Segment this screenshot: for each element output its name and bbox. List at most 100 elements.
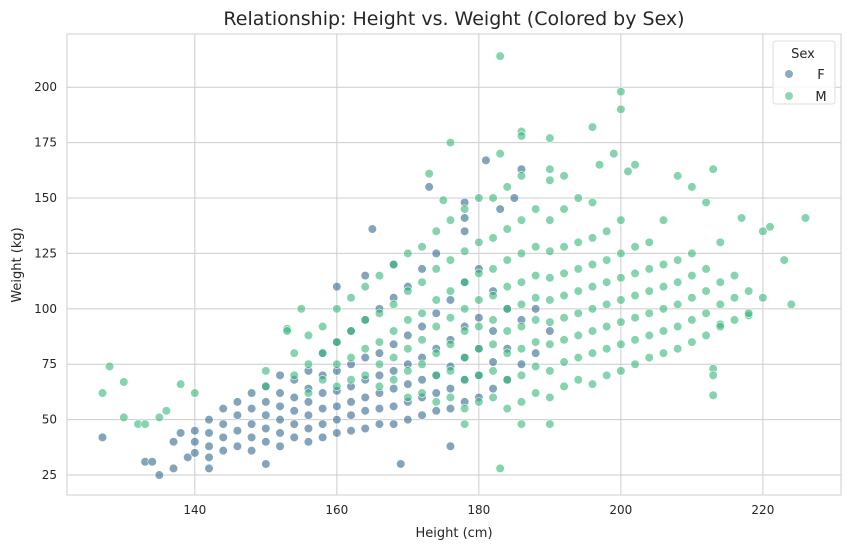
data-point-m	[673, 344, 683, 354]
data-point-f	[403, 379, 413, 389]
data-point-m	[531, 315, 541, 325]
data-point-m	[616, 317, 626, 327]
data-point-f	[232, 426, 243, 436]
data-point-f	[147, 457, 157, 467]
data-point-f	[261, 410, 271, 420]
data-point-m	[736, 213, 747, 223]
data-point-f	[417, 375, 427, 385]
data-point-m	[190, 388, 200, 398]
data-point-m	[318, 348, 328, 358]
data-point-m	[438, 195, 448, 205]
data-point-f	[431, 308, 441, 318]
data-point-m	[729, 293, 740, 303]
data-point-m	[545, 317, 555, 327]
data-point-m	[587, 379, 598, 389]
data-point-m	[417, 242, 427, 252]
data-point-f	[424, 182, 434, 192]
data-point-f	[204, 463, 214, 474]
data-point-m	[559, 204, 569, 214]
legend-title: Sex	[791, 47, 815, 62]
data-point-m	[559, 290, 569, 301]
data-point-m	[389, 375, 399, 385]
data-point-m	[460, 419, 470, 429]
data-point-m	[687, 248, 697, 259]
data-point-f	[431, 248, 441, 259]
data-point-f	[183, 452, 193, 462]
legend-label-f: F	[817, 68, 824, 83]
data-point-f	[396, 459, 406, 469]
data-point-m	[460, 375, 470, 385]
data-point-m	[516, 370, 527, 380]
data-point-f	[374, 370, 385, 380]
x-tick-label: 220	[751, 503, 774, 517]
data-point-f	[481, 155, 491, 165]
data-point-m	[602, 344, 612, 354]
data-point-f	[247, 419, 257, 429]
data-point-f	[417, 264, 427, 274]
data-point-f	[417, 321, 427, 332]
data-point-m	[531, 361, 541, 372]
data-point-m	[460, 246, 470, 256]
data-point-m	[609, 149, 619, 159]
data-point-f	[303, 410, 314, 420]
data-point-m	[545, 215, 555, 225]
data-point-m	[445, 339, 456, 349]
data-point-f	[318, 432, 328, 442]
data-point-m	[545, 164, 555, 174]
data-point-f	[232, 441, 243, 451]
data-point-m	[715, 277, 725, 287]
data-point-m	[531, 337, 541, 347]
data-point-m	[623, 166, 633, 177]
data-point-m	[431, 321, 441, 332]
data-point-m	[630, 313, 640, 323]
data-point-m	[374, 308, 385, 318]
data-point-m	[545, 246, 555, 256]
data-point-f	[232, 410, 243, 420]
data-point-m	[303, 330, 314, 341]
data-point-m	[673, 277, 683, 287]
data-point-f	[289, 406, 299, 416]
data-point-f	[289, 432, 299, 442]
data-point-f	[389, 401, 399, 411]
data-point-m	[389, 259, 399, 270]
data-point-m	[687, 182, 697, 192]
data-point-m	[701, 197, 711, 208]
data-point-f	[403, 330, 413, 341]
legend-box	[772, 40, 836, 105]
data-point-m	[445, 313, 456, 323]
data-point-m	[602, 299, 612, 309]
data-point-m	[431, 370, 441, 380]
data-point-m	[495, 463, 505, 474]
data-point-m	[616, 366, 626, 376]
data-point-m	[602, 370, 612, 380]
data-point-m	[495, 149, 505, 159]
data-point-m	[758, 293, 768, 303]
data-point-m	[431, 397, 441, 407]
data-point-f	[303, 437, 314, 447]
data-point-m	[545, 339, 555, 349]
data-point-m	[559, 335, 569, 345]
data-point-m	[502, 182, 512, 192]
data-point-m	[516, 131, 527, 141]
data-point-f	[417, 410, 427, 420]
data-point-m	[758, 226, 768, 236]
y-tick-label: 25	[42, 468, 57, 482]
data-point-f	[289, 419, 299, 429]
data-point-f	[403, 415, 413, 425]
data-point-m	[403, 366, 413, 376]
data-point-m	[289, 370, 299, 380]
data-point-f	[389, 366, 399, 376]
data-point-f	[275, 441, 285, 451]
data-point-f	[204, 415, 214, 425]
data-point-m	[332, 359, 342, 369]
data-point-f	[509, 193, 519, 203]
data-point-m	[594, 160, 605, 170]
data-point-m	[616, 339, 626, 349]
data-point-m	[602, 255, 612, 265]
data-point-f	[218, 403, 228, 414]
data-point-m	[474, 237, 484, 247]
y-tick-label: 75	[42, 357, 57, 371]
data-point-f	[204, 428, 214, 438]
